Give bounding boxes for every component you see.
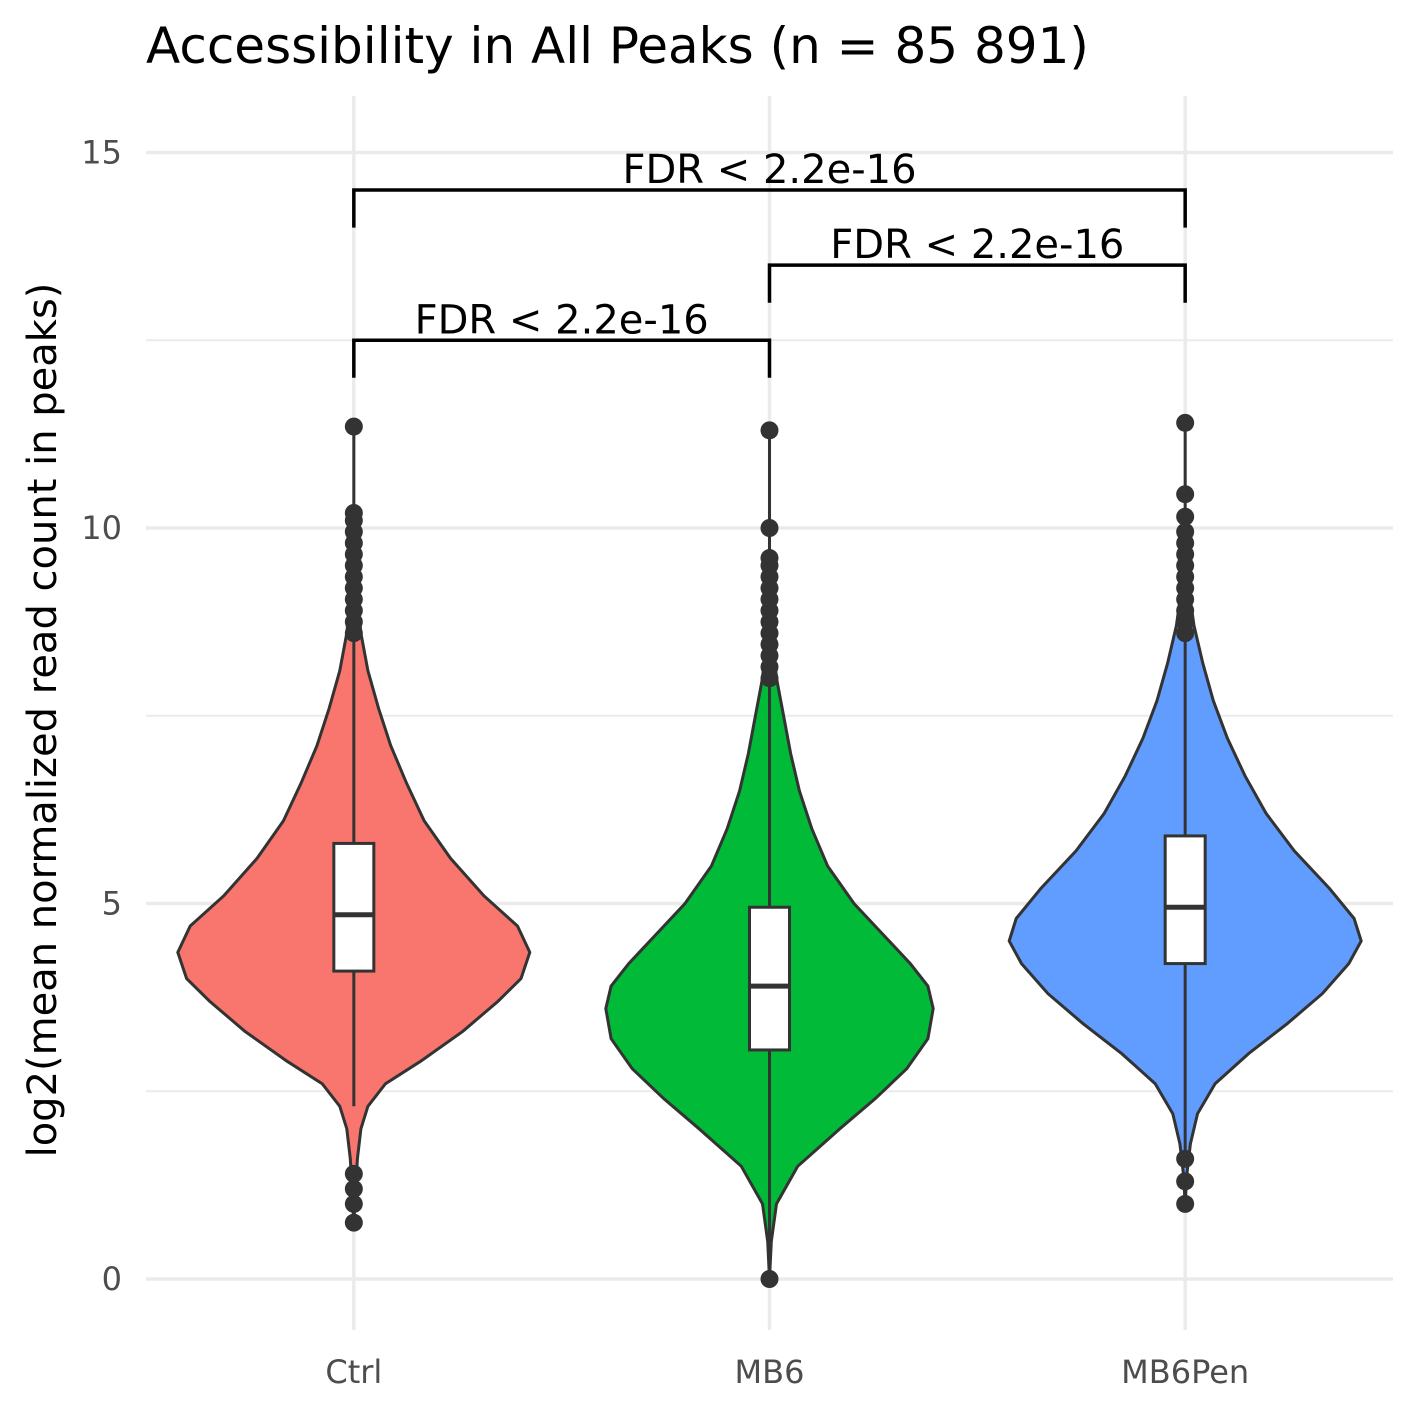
fdr-label: FDR < 2.2e-16 — [830, 222, 1124, 268]
significance-bracket: FDR < 2.2e-16 — [352, 297, 772, 378]
outlier-point — [1176, 522, 1195, 541]
outlier-point — [344, 417, 363, 436]
outlier-point — [344, 1164, 363, 1183]
outlier-point — [1176, 1194, 1195, 1213]
outlier-point — [1176, 507, 1195, 526]
chart-title: Accessibility in All Peaks (n = 85 891) — [146, 17, 1089, 75]
outlier-point — [1176, 413, 1195, 432]
y-tick-label: 0 — [102, 1260, 122, 1298]
violin-MB6Pen — [1007, 413, 1363, 1213]
x-tick-label: MB6Pen — [1121, 1353, 1249, 1391]
significance-bracket: FDR < 2.2e-16 — [767, 222, 1187, 303]
outlier-point — [760, 519, 779, 537]
outlier-point — [1176, 1172, 1195, 1191]
y-tick-label: 15 — [81, 134, 122, 172]
violin-MB6 — [604, 421, 935, 1288]
violins — [176, 413, 1363, 1288]
y-axis-ticks: 0 5 10 15 — [81, 134, 122, 1299]
violin-Ctrl — [176, 417, 532, 1232]
bracket-line — [352, 338, 772, 378]
outlier-point — [344, 1194, 363, 1213]
x-tick-label: Ctrl — [325, 1353, 382, 1391]
outlier-point — [760, 549, 779, 568]
box-iqr — [332, 841, 376, 973]
outlier-point — [344, 503, 363, 522]
y-axis-label: log2(mean normalized read count in peaks… — [20, 283, 66, 1158]
fdr-label: FDR < 2.2e-16 — [622, 147, 916, 193]
bracket-line — [767, 263, 1187, 303]
outlier-point — [760, 421, 779, 440]
x-tick-label: MB6 — [735, 1353, 805, 1391]
significance-brackets: FDR < 2.2e-16 FDR < 2.2e-16 FDR < 2.2e-16 — [352, 147, 1187, 378]
outlier-point — [1176, 1149, 1195, 1168]
outlier-point — [1176, 485, 1195, 504]
significance-bracket: FDR < 2.2e-16 — [352, 147, 1187, 228]
outlier-point — [344, 1213, 363, 1232]
fdr-label: FDR < 2.2e-16 — [415, 297, 709, 343]
outlier-point — [344, 1179, 363, 1198]
y-tick-label: 5 — [102, 885, 122, 923]
outlier-point — [760, 1270, 779, 1288]
box-iqr — [1163, 834, 1207, 966]
x-axis-ticks: Ctrl MB6 MB6Pen — [325, 1353, 1249, 1391]
bracket-line — [352, 188, 1187, 228]
y-tick-label: 10 — [81, 509, 122, 547]
box-iqr — [748, 905, 791, 1052]
